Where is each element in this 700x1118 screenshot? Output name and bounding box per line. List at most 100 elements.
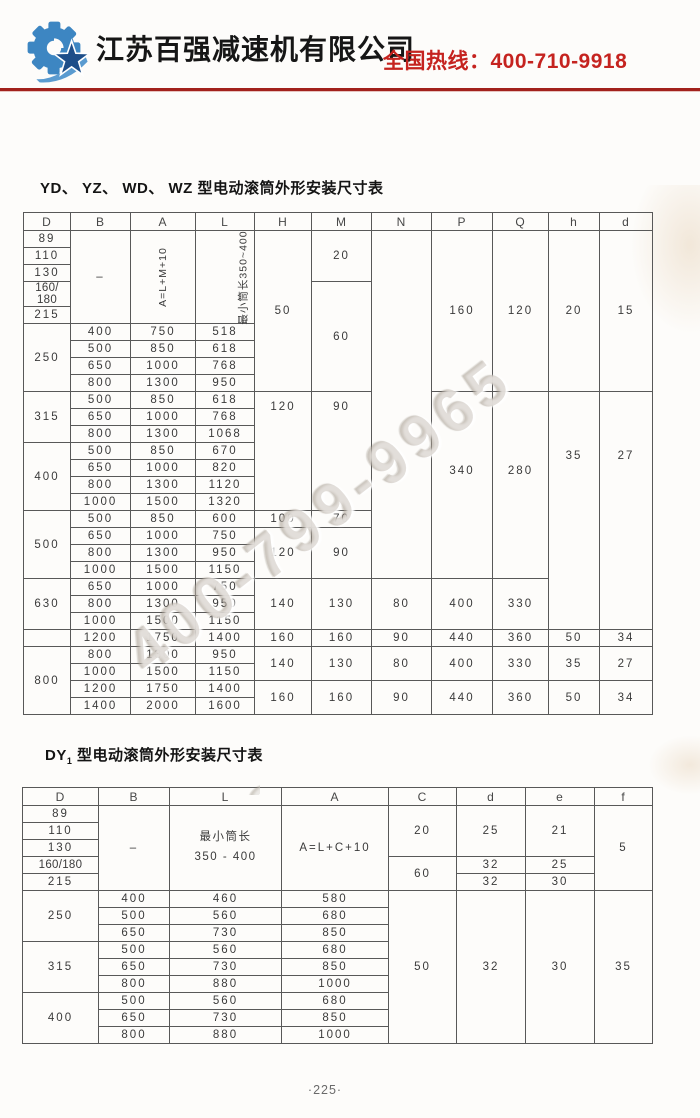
table-cell: 50 [548, 629, 600, 647]
table-cell: 160 [254, 629, 312, 647]
table-cell: 315 [23, 391, 71, 443]
table-cell: A=L+C+10 [281, 805, 389, 891]
table-cell: 1000 [70, 663, 131, 681]
table-cell: 1300 [130, 646, 196, 664]
table-row: 800 1300 950 [24, 595, 653, 613]
table-cell: 50 [254, 230, 312, 392]
table-cell: 800 [98, 975, 170, 993]
table-cell: 800 [98, 1026, 170, 1044]
table-row: 800 800 1300 950 140 130 80 400 330 35 27 [23, 646, 653, 715]
table-cell: 500 [70, 340, 131, 358]
table-cell: 650 [70, 459, 131, 477]
table-cell: 800 [70, 595, 131, 613]
table-cell: 650 [70, 408, 131, 426]
table-cell: 950 [195, 544, 255, 562]
table-cell: 130 [311, 578, 372, 630]
table-cell: 25 [525, 856, 595, 874]
table-cell: 20 [548, 230, 600, 392]
table-cell: 30 [525, 873, 595, 891]
table-cell: 618 [195, 391, 255, 409]
table-cell: 850 [130, 340, 196, 358]
table-cell: 500 [70, 391, 131, 409]
table-cell: 15 [599, 230, 653, 392]
table-row: 650 730 850 [23, 958, 653, 976]
table-row: 89– 最小筒长 350 - 400 A=L+C+10 20 25 21 5 [22, 805, 653, 891]
table-cell: 60 [311, 281, 372, 392]
red-divider-rule [0, 88, 700, 91]
table-row: 215 [23, 306, 653, 324]
table-cell: 1150 [195, 561, 255, 579]
table-cell: 20 [311, 230, 372, 282]
table-cell: – [70, 230, 131, 324]
table2-title-subscript: 1 [66, 756, 73, 766]
table-row: 1000 1500 1150 [24, 663, 653, 681]
table-cell: 850 [130, 510, 196, 528]
column-header: A [130, 212, 196, 231]
table-cell: 1000 [130, 408, 196, 426]
table-cell: 500 [70, 442, 131, 460]
table-cell: 768 [195, 357, 255, 375]
table-cell: 1300 [130, 544, 196, 562]
table-cell: 250 [23, 323, 71, 392]
table-cell: 730 [169, 958, 282, 976]
table-cell: 160 [254, 680, 312, 715]
table-cell: 1000 [70, 612, 131, 630]
table-cell: 1120 [195, 476, 255, 494]
table-cell: 1300 [130, 425, 196, 443]
table-cell [371, 230, 432, 579]
table-cell: 400 [23, 442, 71, 511]
table-cell: 1000 [130, 527, 196, 545]
company-name: 江苏百强减速机有限公司 [96, 34, 416, 65]
table-cell: 1000 [130, 459, 196, 477]
table-cell: 500 [98, 907, 170, 925]
table-cell: 27 [599, 646, 653, 681]
table-cell: 650 [70, 527, 131, 545]
table-cell: 30 [525, 890, 595, 1044]
column-header: d [456, 787, 526, 806]
table-cell: 500 [98, 941, 170, 959]
table-cell: 250 [22, 890, 99, 942]
table-cell: 650 [98, 958, 170, 976]
table-cell: 950 [195, 646, 255, 664]
table-row: 250 400 750 518 [23, 323, 653, 392]
table-cell: 1000 [70, 493, 131, 511]
table-row: 800 880 1000 [23, 975, 653, 993]
column-header: D [23, 212, 71, 231]
table-cell: 140 [254, 578, 312, 630]
table-cell: 90 [311, 527, 372, 579]
table-cell: 400 [431, 646, 493, 681]
table-cell: 800 [70, 544, 131, 562]
table-cell: 400 [431, 578, 493, 630]
table-cell: 560 [169, 992, 282, 1010]
column-header: D [22, 787, 99, 806]
table-row: 800 1300 1120 [24, 476, 653, 494]
table-row: 1400 2000 1600 [24, 697, 653, 715]
table-cell: 750 [130, 323, 196, 341]
table-cell: 90 [371, 629, 432, 647]
table-row: 650 1000 820 [24, 459, 653, 477]
table-cell: 1068 [195, 425, 255, 443]
page-number: ·225· [307, 1083, 343, 1097]
table-cell: 27 [599, 391, 653, 630]
table-cell: 2000 [130, 697, 196, 715]
column-header: C [388, 787, 457, 806]
table-row: 315 500 850 618 120 90 340 280 35 27 [23, 391, 653, 630]
hotline-phone: 全国热线：400-710-9918 [383, 50, 628, 73]
table-row: 500 500 850 600 100 70 [23, 510, 653, 579]
column-header: L [195, 212, 255, 231]
table-cell: 160 [431, 230, 493, 392]
table-cell: 1300 [130, 595, 196, 613]
table-cell: 1400 [195, 629, 255, 647]
table-cell: 1200 [70, 680, 131, 698]
table-row: 800 1300 950 [24, 544, 653, 562]
table-cell: 950 [195, 374, 255, 392]
table-cell: A=L+M+10 [130, 230, 196, 324]
table-cell: 850 [281, 958, 389, 976]
table-cell: 1000 [130, 578, 196, 596]
table-cell: 500 [98, 992, 170, 1010]
table-cell: 650 [98, 1009, 170, 1027]
table-cell: 1200 [70, 629, 131, 647]
table-cell: 400 [98, 890, 170, 908]
